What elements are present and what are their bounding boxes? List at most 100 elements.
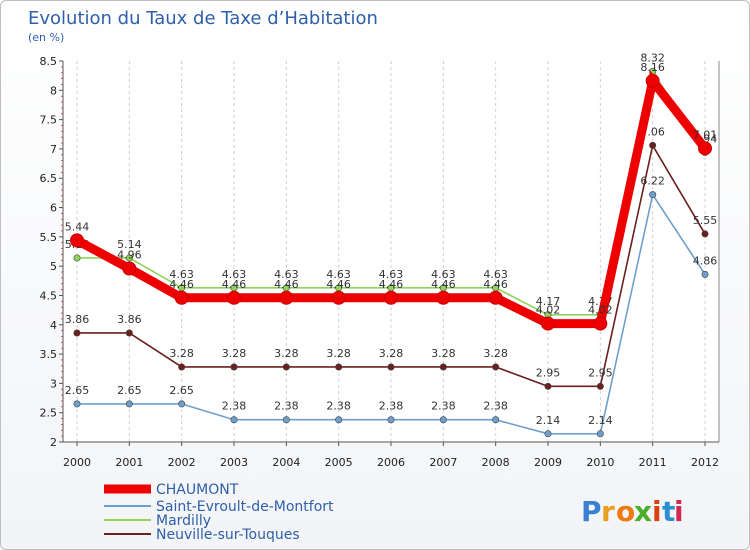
data-point bbox=[125, 254, 133, 262]
plot-background bbox=[63, 61, 719, 442]
data-label: 3.28 bbox=[431, 347, 456, 360]
data-point bbox=[645, 73, 660, 88]
data-label: 2.65 bbox=[117, 384, 142, 397]
data-point bbox=[596, 430, 604, 438]
y-tick-label: 5.5 bbox=[40, 231, 58, 244]
data-point bbox=[70, 233, 84, 248]
data-label: 2.38 bbox=[222, 400, 247, 413]
logo-letter: t bbox=[662, 495, 675, 528]
legend-label: CHAUMONT bbox=[156, 482, 239, 498]
data-label: 4.46 bbox=[169, 278, 194, 291]
data-label: 4.63 bbox=[274, 268, 299, 281]
data-label: 2.38 bbox=[379, 400, 404, 413]
data-label: 4.86 bbox=[693, 254, 718, 267]
series-3: 3.86 3.86 3.28 3.28 3.28 3.28 3.28 3.28 3.28 2.95… bbox=[65, 125, 718, 390]
data-point bbox=[436, 290, 451, 305]
data-point bbox=[492, 416, 500, 424]
y-tick-label: 2 bbox=[50, 436, 57, 449]
data-label: 5.55 bbox=[693, 214, 718, 227]
x-tick-label: 2007 bbox=[429, 456, 457, 469]
data-point bbox=[282, 363, 290, 371]
y-tick-label: 2.5 bbox=[40, 407, 58, 420]
data-point bbox=[544, 430, 552, 438]
y-tick-label: 7.5 bbox=[40, 114, 58, 127]
logo-letter: x bbox=[634, 495, 652, 528]
data-point bbox=[227, 290, 241, 305]
chart-subtitle: (en %) bbox=[28, 31, 64, 44]
data-point bbox=[335, 416, 343, 424]
data-label: 2.38 bbox=[326, 400, 351, 413]
x-tick-label: 2005 bbox=[325, 456, 353, 469]
x-tick-label: 2003 bbox=[220, 456, 248, 469]
data-label: 2.65 bbox=[169, 384, 194, 397]
y-tick-label: 4 bbox=[50, 319, 57, 332]
x-tick-label: 2001 bbox=[115, 456, 143, 469]
data-label: 2.14 bbox=[536, 414, 561, 427]
data-label: 4.46 bbox=[274, 278, 299, 291]
data-point bbox=[387, 416, 395, 424]
data-point bbox=[282, 416, 290, 424]
x-tick-label: 2002 bbox=[168, 456, 196, 469]
y-tick-label: 6.5 bbox=[40, 172, 58, 185]
data-point bbox=[384, 290, 398, 305]
data-label: 4.63 bbox=[222, 268, 247, 281]
logo-letter: r bbox=[601, 495, 615, 528]
data-point bbox=[698, 141, 712, 156]
series-1: 2.65 2.65 2.65 2.38 2.38 2.38 2.38 2.38 2.38 2.14… bbox=[65, 175, 718, 438]
y-tick-label: 4.5 bbox=[40, 289, 58, 302]
x-tick-label: 2008 bbox=[482, 456, 510, 469]
data-point bbox=[279, 290, 294, 305]
data-point bbox=[230, 416, 238, 424]
x-tick-label: 2011 bbox=[639, 456, 667, 469]
data-label: 4.46 bbox=[326, 278, 351, 291]
data-point bbox=[488, 290, 503, 305]
data-point bbox=[174, 290, 189, 305]
data-label: 5.44 bbox=[65, 220, 90, 233]
data-label: 3.28 bbox=[379, 347, 404, 360]
data-point bbox=[178, 363, 186, 371]
legend-label: Saint-Evroult-de-Montfort bbox=[156, 499, 334, 515]
legend-label: Neuville-sur-Touques bbox=[156, 527, 300, 543]
data-label: 4.63 bbox=[169, 268, 194, 281]
data-point bbox=[230, 363, 238, 371]
data-point bbox=[73, 254, 81, 262]
data-point bbox=[593, 316, 608, 331]
logo-letter: i bbox=[674, 495, 684, 528]
data-label: 2.38 bbox=[483, 400, 508, 413]
x-tick-label: 2004 bbox=[272, 456, 300, 469]
data-label: 2.14 bbox=[588, 414, 613, 427]
data-point bbox=[596, 382, 604, 390]
data-label: 4.96 bbox=[117, 248, 142, 261]
data-label: 3.28 bbox=[326, 347, 351, 360]
data-point bbox=[439, 363, 447, 371]
data-point bbox=[125, 329, 133, 337]
data-label: 4.63 bbox=[379, 268, 404, 281]
x-tick-label: 2012 bbox=[691, 456, 719, 469]
data-label: 3.28 bbox=[274, 347, 299, 360]
x-tick-label: 2006 bbox=[377, 456, 405, 469]
logo-letter: i bbox=[652, 495, 662, 528]
data-label: 5.14 bbox=[117, 238, 142, 251]
data-point bbox=[73, 329, 81, 337]
data-label: 6.22 bbox=[640, 175, 665, 188]
data-label: 4.46 bbox=[379, 278, 404, 291]
y-tick-label: 7 bbox=[50, 143, 57, 156]
data-point bbox=[439, 416, 447, 424]
data-label: 4.02 bbox=[536, 304, 561, 317]
data-label: 2.95 bbox=[536, 366, 561, 379]
logo-letter: P bbox=[581, 495, 602, 528]
y-tick-label: 3 bbox=[50, 377, 57, 390]
plot-area bbox=[63, 61, 719, 442]
data-point bbox=[544, 382, 552, 390]
data-point bbox=[701, 230, 709, 238]
x-tick-label: 2000 bbox=[63, 456, 91, 469]
data-point bbox=[122, 261, 137, 276]
data-label: 4.46 bbox=[222, 278, 247, 291]
y-tick-label: 8 bbox=[50, 84, 57, 97]
data-point bbox=[73, 400, 81, 408]
data-label: 4.63 bbox=[326, 268, 351, 281]
x-tick-label: 2010 bbox=[586, 456, 614, 469]
legend: CHAUMONTSaint-Evroult-de-MontfortMardill… bbox=[104, 482, 334, 543]
